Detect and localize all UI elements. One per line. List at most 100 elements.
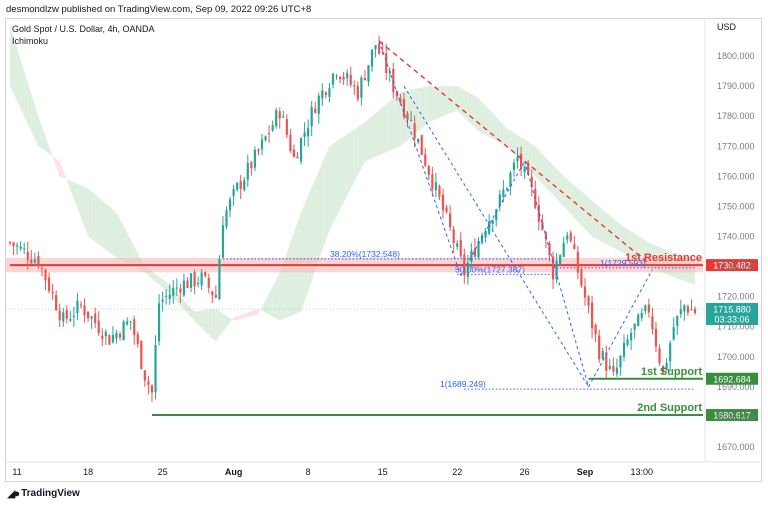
- candle: [658, 344, 661, 366]
- cloud-segment: [624, 226, 628, 256]
- candle-body: [381, 51, 384, 53]
- tradingview-logo[interactable]: ◢● TradingView: [7, 487, 80, 500]
- candle: [175, 278, 178, 296]
- candle-body: [406, 113, 409, 120]
- currency-label: USD: [717, 22, 737, 32]
- cloud-segment: [77, 183, 81, 218]
- candle: [566, 231, 569, 244]
- grid: [6, 18, 760, 463]
- candle: [310, 100, 313, 136]
- candle-body: [292, 149, 296, 157]
- candle: [388, 67, 391, 82]
- candle: [420, 134, 423, 156]
- time-tick-label: 8: [306, 467, 311, 477]
- candle: [498, 190, 501, 212]
- candle-body: [605, 352, 608, 371]
- cloud-segment: [372, 113, 376, 159]
- time-tick-label: Sep: [577, 467, 594, 477]
- candle-body: [186, 280, 189, 289]
- candle-body: [147, 381, 150, 385]
- candle-body: [527, 162, 530, 175]
- candle: [512, 159, 516, 177]
- candle: [307, 119, 310, 147]
- candle-body: [488, 221, 491, 234]
- candle-body: [420, 134, 423, 155]
- candle: [370, 49, 374, 72]
- candle: [157, 294, 161, 346]
- candle-body: [413, 123, 416, 139]
- candle: [551, 251, 555, 289]
- candle: [612, 357, 615, 376]
- candle: [126, 317, 129, 326]
- candle: [214, 285, 217, 299]
- cloud-segment: [120, 219, 124, 262]
- candle-body: [221, 225, 225, 258]
- candle-body: [530, 176, 533, 187]
- candle-body: [243, 180, 246, 191]
- cloud-segment: [435, 86, 440, 120]
- candle-body: [612, 366, 615, 372]
- cloud-segment: [506, 128, 511, 151]
- candle-body: [253, 149, 256, 168]
- cloud-segment: [592, 200, 596, 239]
- cloud-segment: [80, 185, 85, 228]
- cloud-segment: [499, 120, 504, 145]
- candle-body: [431, 174, 434, 189]
- candle-body: [385, 53, 388, 73]
- candle: [644, 304, 647, 315]
- candle-body: [175, 287, 178, 289]
- price-tick-label: 1770.000: [717, 141, 755, 151]
- level-price-tag: [706, 259, 758, 272]
- candle: [197, 276, 200, 288]
- cloud-segment: [428, 86, 433, 123]
- cloud-segment: [49, 146, 53, 157]
- candle: [26, 241, 29, 270]
- candle-body: [505, 188, 508, 190]
- candle-body: [168, 294, 171, 300]
- candle-body: [232, 188, 235, 196]
- cloud-segment: [127, 232, 131, 266]
- candle: [118, 331, 122, 341]
- candle-body: [37, 256, 40, 267]
- candle: [417, 138, 420, 145]
- candle: [466, 254, 469, 285]
- candle: [65, 305, 68, 324]
- horizontal-levels: [6, 257, 703, 417]
- candle: [97, 311, 100, 336]
- candle-body: [211, 291, 214, 296]
- candle-body: [86, 311, 90, 319]
- time-tick-label: Aug: [225, 467, 243, 477]
- candle-body: [189, 273, 193, 288]
- candle-body: [299, 138, 303, 162]
- candle-body: [502, 189, 505, 197]
- candle-body: [459, 239, 462, 257]
- candle: [239, 175, 242, 200]
- candle-body: [260, 139, 264, 150]
- candle: [55, 290, 58, 312]
- candle: [69, 311, 72, 323]
- cloud-segment: [439, 86, 444, 118]
- cloud-segment: [276, 272, 280, 321]
- candle: [406, 110, 409, 128]
- candle: [427, 164, 430, 180]
- candle: [296, 152, 299, 159]
- candle-body: [79, 304, 83, 306]
- candle: [342, 71, 345, 85]
- candle-body: [438, 185, 441, 197]
- cloud-segment: [45, 136, 50, 154]
- time-tick-label: 22: [452, 467, 462, 477]
- candle-body: [197, 283, 200, 285]
- candle: [683, 304, 686, 321]
- candle: [480, 232, 484, 245]
- candle-body: [40, 267, 44, 269]
- candle: [324, 91, 327, 99]
- cloud-segment: [159, 276, 163, 288]
- candle: [569, 230, 572, 243]
- candle: [289, 128, 292, 154]
- cloud-segment: [251, 309, 255, 317]
- candle-body: [580, 269, 583, 286]
- candle: [189, 272, 193, 292]
- candle: [580, 267, 583, 288]
- candle-body: [601, 350, 604, 359]
